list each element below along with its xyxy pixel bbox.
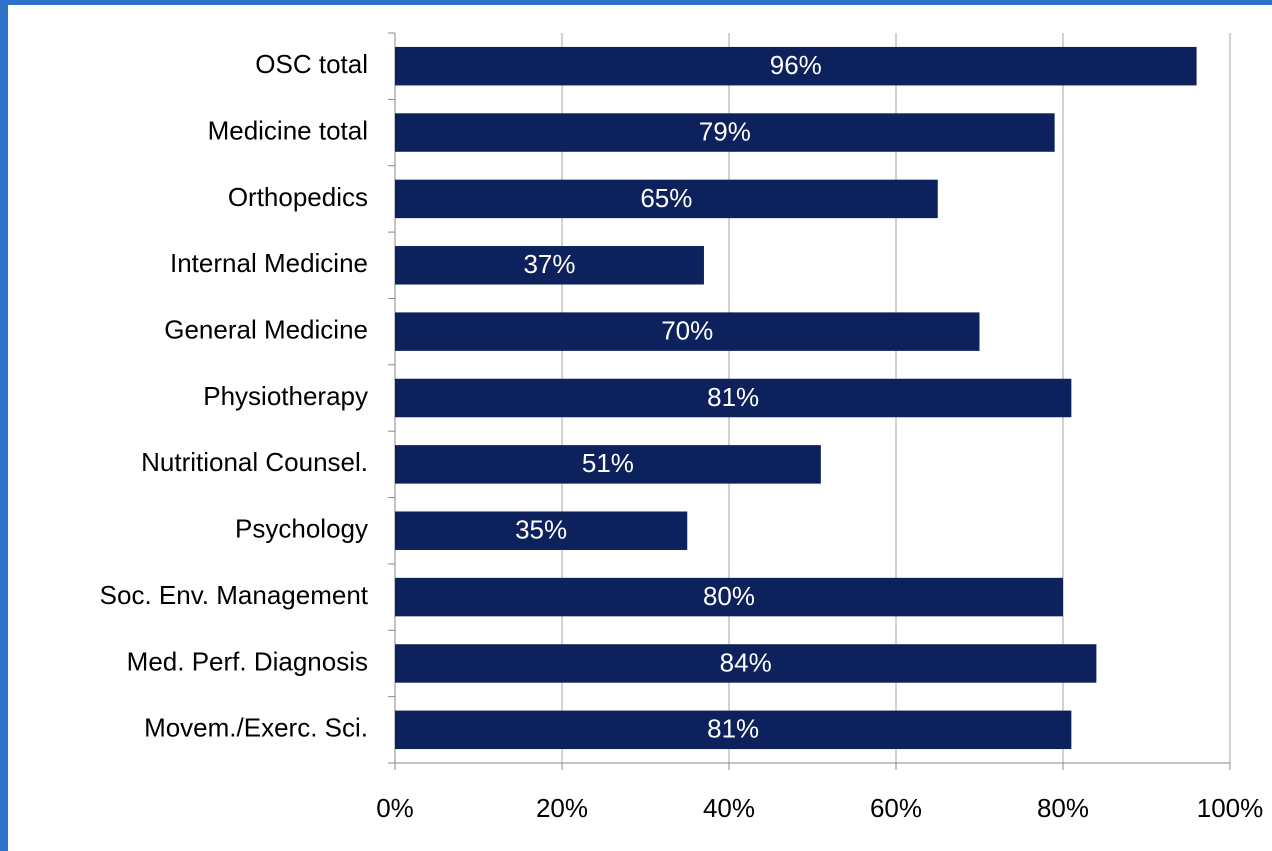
data-label: 37% bbox=[523, 249, 575, 279]
bar bbox=[395, 710, 1072, 750]
y-tick-label: Movem./Exerc. Sci. bbox=[144, 713, 368, 743]
x-tick-label: 40% bbox=[703, 793, 755, 823]
bar bbox=[395, 378, 1072, 418]
x-tick-label: 100% bbox=[1197, 793, 1264, 823]
y-tick-label: Med. Perf. Diagnosis bbox=[127, 646, 368, 676]
data-label: 80% bbox=[703, 581, 755, 611]
bar bbox=[395, 246, 704, 285]
data-label: 81% bbox=[707, 382, 759, 412]
bar bbox=[395, 644, 1097, 683]
bar bbox=[395, 445, 821, 484]
y-tick-label: Internal Medicine bbox=[170, 248, 368, 278]
data-label: 84% bbox=[720, 647, 772, 677]
data-label: 70% bbox=[661, 316, 713, 346]
x-tick-label: 20% bbox=[536, 793, 588, 823]
bar bbox=[395, 113, 1055, 152]
data-label: 96% bbox=[770, 50, 822, 80]
data-label: 81% bbox=[707, 714, 759, 744]
bar bbox=[395, 511, 688, 550]
data-label: 51% bbox=[582, 448, 634, 478]
y-tick-label: Soc. Env. Management bbox=[100, 580, 369, 610]
y-tick-label: Medicine total bbox=[208, 115, 368, 145]
y-tick-label: Physiotherapy bbox=[203, 381, 368, 411]
y-tick-label: Psychology bbox=[235, 514, 368, 544]
x-tick-label: 80% bbox=[1037, 793, 1089, 823]
y-tick-label: General Medicine bbox=[164, 315, 368, 345]
data-label: 79% bbox=[699, 116, 751, 146]
y-tick-label: Orthopedics bbox=[228, 182, 368, 212]
bar bbox=[395, 577, 1063, 617]
y-tick-label: OSC total bbox=[255, 49, 368, 79]
data-label: 35% bbox=[515, 515, 567, 545]
data-label: 65% bbox=[640, 183, 692, 213]
x-tick-label: 60% bbox=[870, 793, 922, 823]
bar bbox=[395, 312, 980, 351]
x-tick-label: 0% bbox=[376, 793, 414, 823]
bar bbox=[395, 179, 938, 219]
y-tick-label: Nutritional Counsel. bbox=[141, 447, 368, 477]
bar bbox=[395, 46, 1197, 86]
